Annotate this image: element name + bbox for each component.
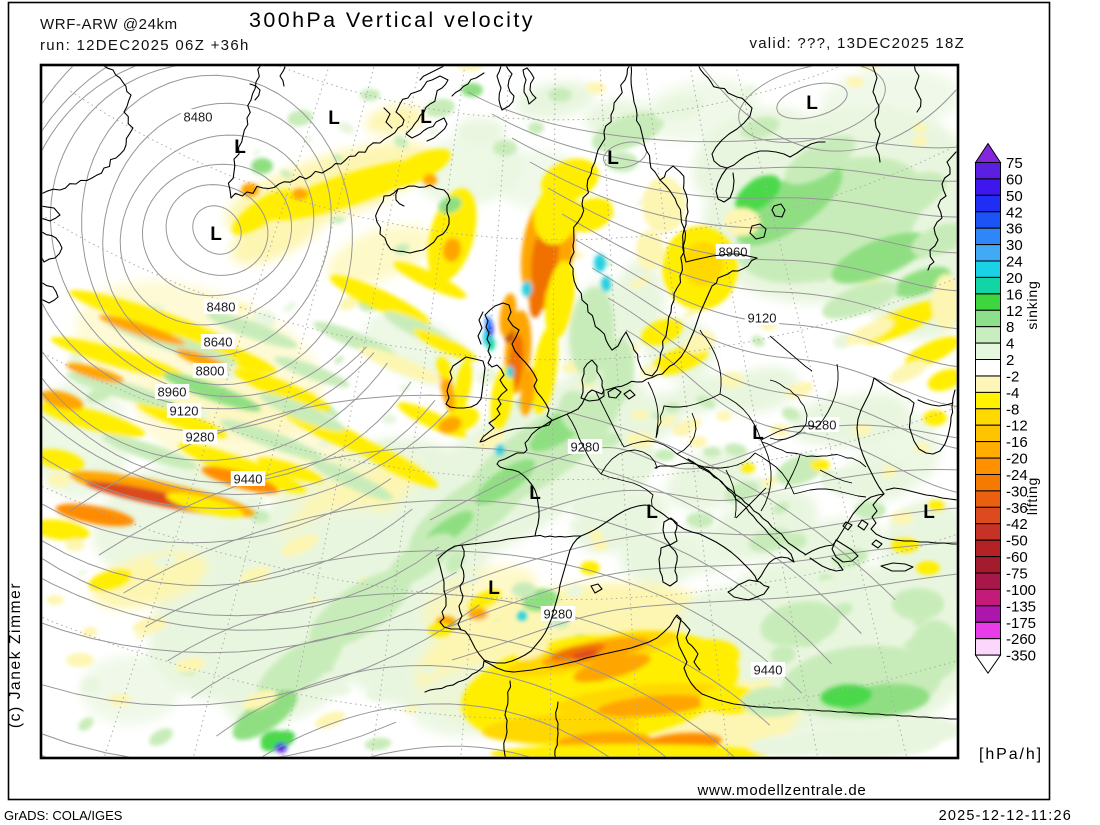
svg-text:L: L [923,502,935,523]
svg-text:L: L [529,483,541,504]
svg-text:8960: 8960 [158,385,187,400]
svg-text:9280: 9280 [808,418,837,433]
svg-text:-42: -42 [1006,516,1028,533]
svg-text:-36: -36 [1006,500,1028,517]
svg-text:-260: -260 [1006,631,1036,648]
svg-text:L: L [420,107,432,128]
svg-text:30: 30 [1006,237,1023,254]
svg-text:L: L [752,423,764,444]
svg-text:300hPa Vertical velocity: 300hPa Vertical velocity [249,8,535,32]
svg-text:-20: -20 [1006,451,1028,468]
svg-text:L: L [806,93,818,114]
svg-text:run: 12DEC2025 06Z +36h: run: 12DEC2025 06Z +36h [40,37,250,54]
svg-text:-50: -50 [1006,533,1028,550]
svg-text:9440: 9440 [754,663,783,678]
svg-text:-350: -350 [1006,648,1036,665]
svg-text:2: 2 [1006,352,1014,369]
svg-text:www.modellzentrale.de: www.modellzentrale.de [697,782,867,799]
svg-text:L: L [488,578,500,599]
svg-text:8480: 8480 [184,110,213,125]
svg-text:24: 24 [1006,254,1023,271]
svg-text:4: 4 [1006,336,1014,353]
svg-text:valid: ???, 13DEC2025 18Z: valid: ???, 13DEC2025 18Z [749,35,965,52]
svg-text:9280: 9280 [571,440,600,455]
svg-text:-100: -100 [1006,582,1036,599]
svg-text:L: L [607,148,619,169]
svg-text:-60: -60 [1006,549,1028,566]
svg-text:-4: -4 [1006,385,1019,402]
svg-text:WRF-ARW @24km: WRF-ARW @24km [40,16,178,33]
svg-text:lifting: lifting [1024,477,1040,515]
svg-text:50: 50 [1006,188,1023,205]
svg-text:-2: -2 [1006,369,1019,386]
svg-text:[hPa/h]: [hPa/h] [979,746,1043,763]
svg-text:-30: -30 [1006,483,1028,500]
svg-text:-12: -12 [1006,418,1028,435]
svg-text:L: L [646,502,658,523]
svg-text:20: 20 [1006,270,1023,287]
svg-text:9120: 9120 [748,311,777,326]
svg-text:75: 75 [1006,155,1023,172]
svg-text:-135: -135 [1006,598,1036,615]
svg-text:-8: -8 [1006,401,1019,418]
svg-text:L: L [210,224,222,245]
svg-text:L: L [234,137,246,158]
svg-text:9280: 9280 [186,430,215,445]
svg-text:9280: 9280 [544,607,573,622]
svg-text:42: 42 [1006,204,1023,221]
svg-text:sinking: sinking [1024,280,1040,329]
svg-text:8: 8 [1006,319,1014,336]
svg-text:36: 36 [1006,221,1023,238]
svg-text:16: 16 [1006,286,1023,303]
svg-text:12: 12 [1006,303,1023,320]
svg-text:-175: -175 [1006,615,1036,632]
svg-text:8640: 8640 [204,335,233,350]
svg-text:9440: 9440 [234,472,263,487]
svg-text:-16: -16 [1006,434,1028,451]
svg-text:-75: -75 [1006,566,1028,583]
svg-text:8480: 8480 [207,300,236,315]
svg-text:8960: 8960 [719,245,748,260]
svg-text:60: 60 [1006,171,1023,188]
svg-text:-24: -24 [1006,467,1028,484]
svg-text:L: L [328,108,340,129]
svg-text:9120: 9120 [170,404,199,419]
svg-text:(c) Janek Zimmer: (c) Janek Zimmer [7,582,24,728]
svg-text:8800: 8800 [196,364,225,379]
svg-text:2025-12-12-11:26: 2025-12-12-11:26 [939,808,1072,824]
svg-text:GrADS: COLA/IGES: GrADS: COLA/IGES [4,808,123,823]
